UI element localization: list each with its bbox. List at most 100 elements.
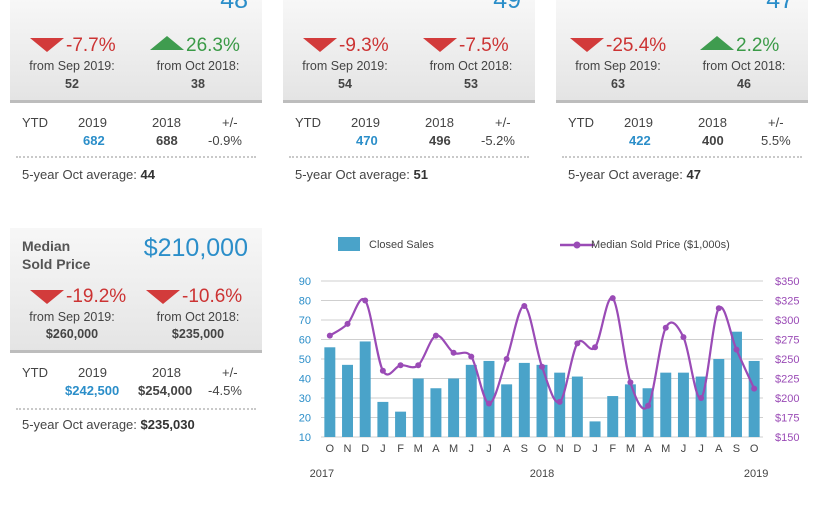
pct-change: -19.2%	[66, 286, 127, 307]
y-left-tick-label: 60	[299, 335, 311, 347]
x-tick-label: A	[432, 443, 440, 455]
ytd-label: YTD	[568, 115, 594, 130]
ytd-value-prior: $254,000	[138, 383, 193, 398]
ytd-label: YTD	[22, 365, 48, 380]
dotted-divider	[562, 156, 802, 158]
up-arrow-icon	[150, 36, 184, 50]
compare-label: from Sep 2019:	[575, 59, 661, 73]
pct-change: 2.2%	[736, 35, 780, 56]
median-price-point	[362, 297, 369, 304]
ytd-year: 2018	[698, 115, 727, 130]
bar	[660, 372, 672, 437]
x-tick-label: J	[698, 443, 704, 455]
median-price-point	[397, 362, 404, 369]
ytd-year: 2019	[624, 115, 653, 130]
closed-sales-card: 47 -25.4% 2.2% from Sep 2019: from Oct 2…	[556, 0, 808, 190]
legend-label-closed-sales: Closed Sales	[369, 239, 434, 251]
pct-change: -7.7%	[66, 35, 116, 56]
x-tick-label: S	[521, 443, 528, 455]
y-right-tick-label: $350	[775, 276, 799, 288]
x-tick-label: M	[661, 443, 670, 455]
y-left-tick-label: 80	[299, 296, 311, 308]
median-price-point	[432, 332, 439, 339]
chart-plot: 10 20 30 40 50 60 70 80 90 $150 $175 $200 $225 $250 $2…	[299, 276, 800, 480]
ytd-diff-label: +/-	[222, 115, 238, 130]
closed-sales-card: 49 -9.3% -7.5% from Sep 2019: from Oct 2…	[283, 0, 535, 190]
bar	[483, 360, 495, 437]
x-tick-label: F	[609, 443, 616, 455]
bar	[695, 376, 707, 437]
ytd-year: 2019	[78, 365, 107, 380]
compare-label: from Sep 2019:	[29, 310, 115, 324]
bar	[359, 341, 371, 437]
legend-swatch-closed-sales	[338, 237, 360, 251]
y-right-tick-label: $250	[775, 354, 799, 366]
x-tick-label: J	[681, 443, 687, 455]
sales-price-chart: Closed Sales Median Sold Price ($1,000s)…	[283, 228, 805, 488]
ytd-diff: -0.9%	[208, 133, 242, 148]
pct-change: 26.3%	[186, 35, 240, 56]
down-arrow-icon	[303, 38, 337, 52]
x-tick-label: D	[573, 443, 581, 455]
five-year-average: 5-year Oct average: 47	[568, 167, 701, 182]
bar	[536, 364, 548, 437]
median-price-point	[662, 324, 669, 331]
median-price-point	[468, 353, 475, 360]
year-label: 2019	[744, 468, 768, 480]
y-left-tick-label: 30	[299, 393, 311, 405]
year-label: 2017	[310, 468, 334, 480]
big-value: $210,000	[143, 234, 248, 262]
x-tick-label: J	[380, 443, 386, 455]
ytd-value-prior: 688	[156, 133, 178, 148]
y-left-tick-label: 90	[299, 276, 311, 288]
divider	[10, 100, 262, 103]
down-arrow-icon	[146, 290, 180, 304]
dotted-divider	[16, 156, 256, 158]
compare-value: 63	[611, 77, 625, 91]
compare-value: 46	[737, 77, 751, 91]
compare-label: from Sep 2019:	[302, 59, 388, 73]
x-tick-label: M	[626, 443, 635, 455]
ytd-year: 2019	[78, 115, 107, 130]
compare-value: $260,000	[45, 327, 99, 341]
median-price-point	[539, 363, 545, 370]
x-tick-label: D	[361, 443, 369, 455]
y-right-tick-label: $175	[775, 413, 799, 425]
bar	[713, 359, 725, 437]
y-left-tick-label: 10	[299, 432, 311, 444]
y-right-tick-label: $225	[775, 374, 799, 386]
ytd-value-prior: 400	[702, 133, 724, 148]
down-arrow-icon	[570, 38, 604, 52]
dotted-divider	[289, 156, 529, 158]
ytd-diff-label: +/-	[768, 115, 784, 130]
compare-value: 38	[191, 77, 205, 91]
five-year-average: 5-year Oct average: $235,030	[22, 417, 195, 432]
bar	[677, 372, 689, 437]
ytd-label: YTD	[22, 115, 48, 130]
median-price-point	[733, 346, 740, 353]
bar	[571, 376, 583, 437]
bar	[448, 378, 460, 437]
bar	[395, 411, 407, 437]
bar	[624, 384, 636, 437]
bar	[730, 331, 742, 437]
x-tick-label: M	[414, 443, 423, 455]
bar	[377, 401, 389, 437]
legend-label-median-price: Median Sold Price ($1,000s)	[591, 239, 730, 251]
compare-label: from Oct 2018:	[702, 59, 786, 73]
bar	[324, 347, 336, 437]
ytd-diff: -5.2%	[481, 133, 515, 148]
year-label: 2018	[530, 468, 554, 480]
compare-value: $235,000	[171, 327, 225, 341]
legend-swatch-median-price	[560, 241, 594, 249]
dotted-divider	[16, 408, 256, 410]
compare-value: 54	[338, 77, 352, 91]
x-tick-label: A	[715, 443, 723, 455]
ytd-diff-label: +/-	[495, 115, 511, 130]
ytd-label: YTD	[295, 115, 321, 130]
bar	[465, 364, 477, 437]
median-price-point	[485, 400, 492, 407]
bar	[518, 362, 530, 437]
ytd-diff: -4.5%	[208, 383, 242, 398]
y-right-tick-label: $325	[775, 296, 799, 308]
